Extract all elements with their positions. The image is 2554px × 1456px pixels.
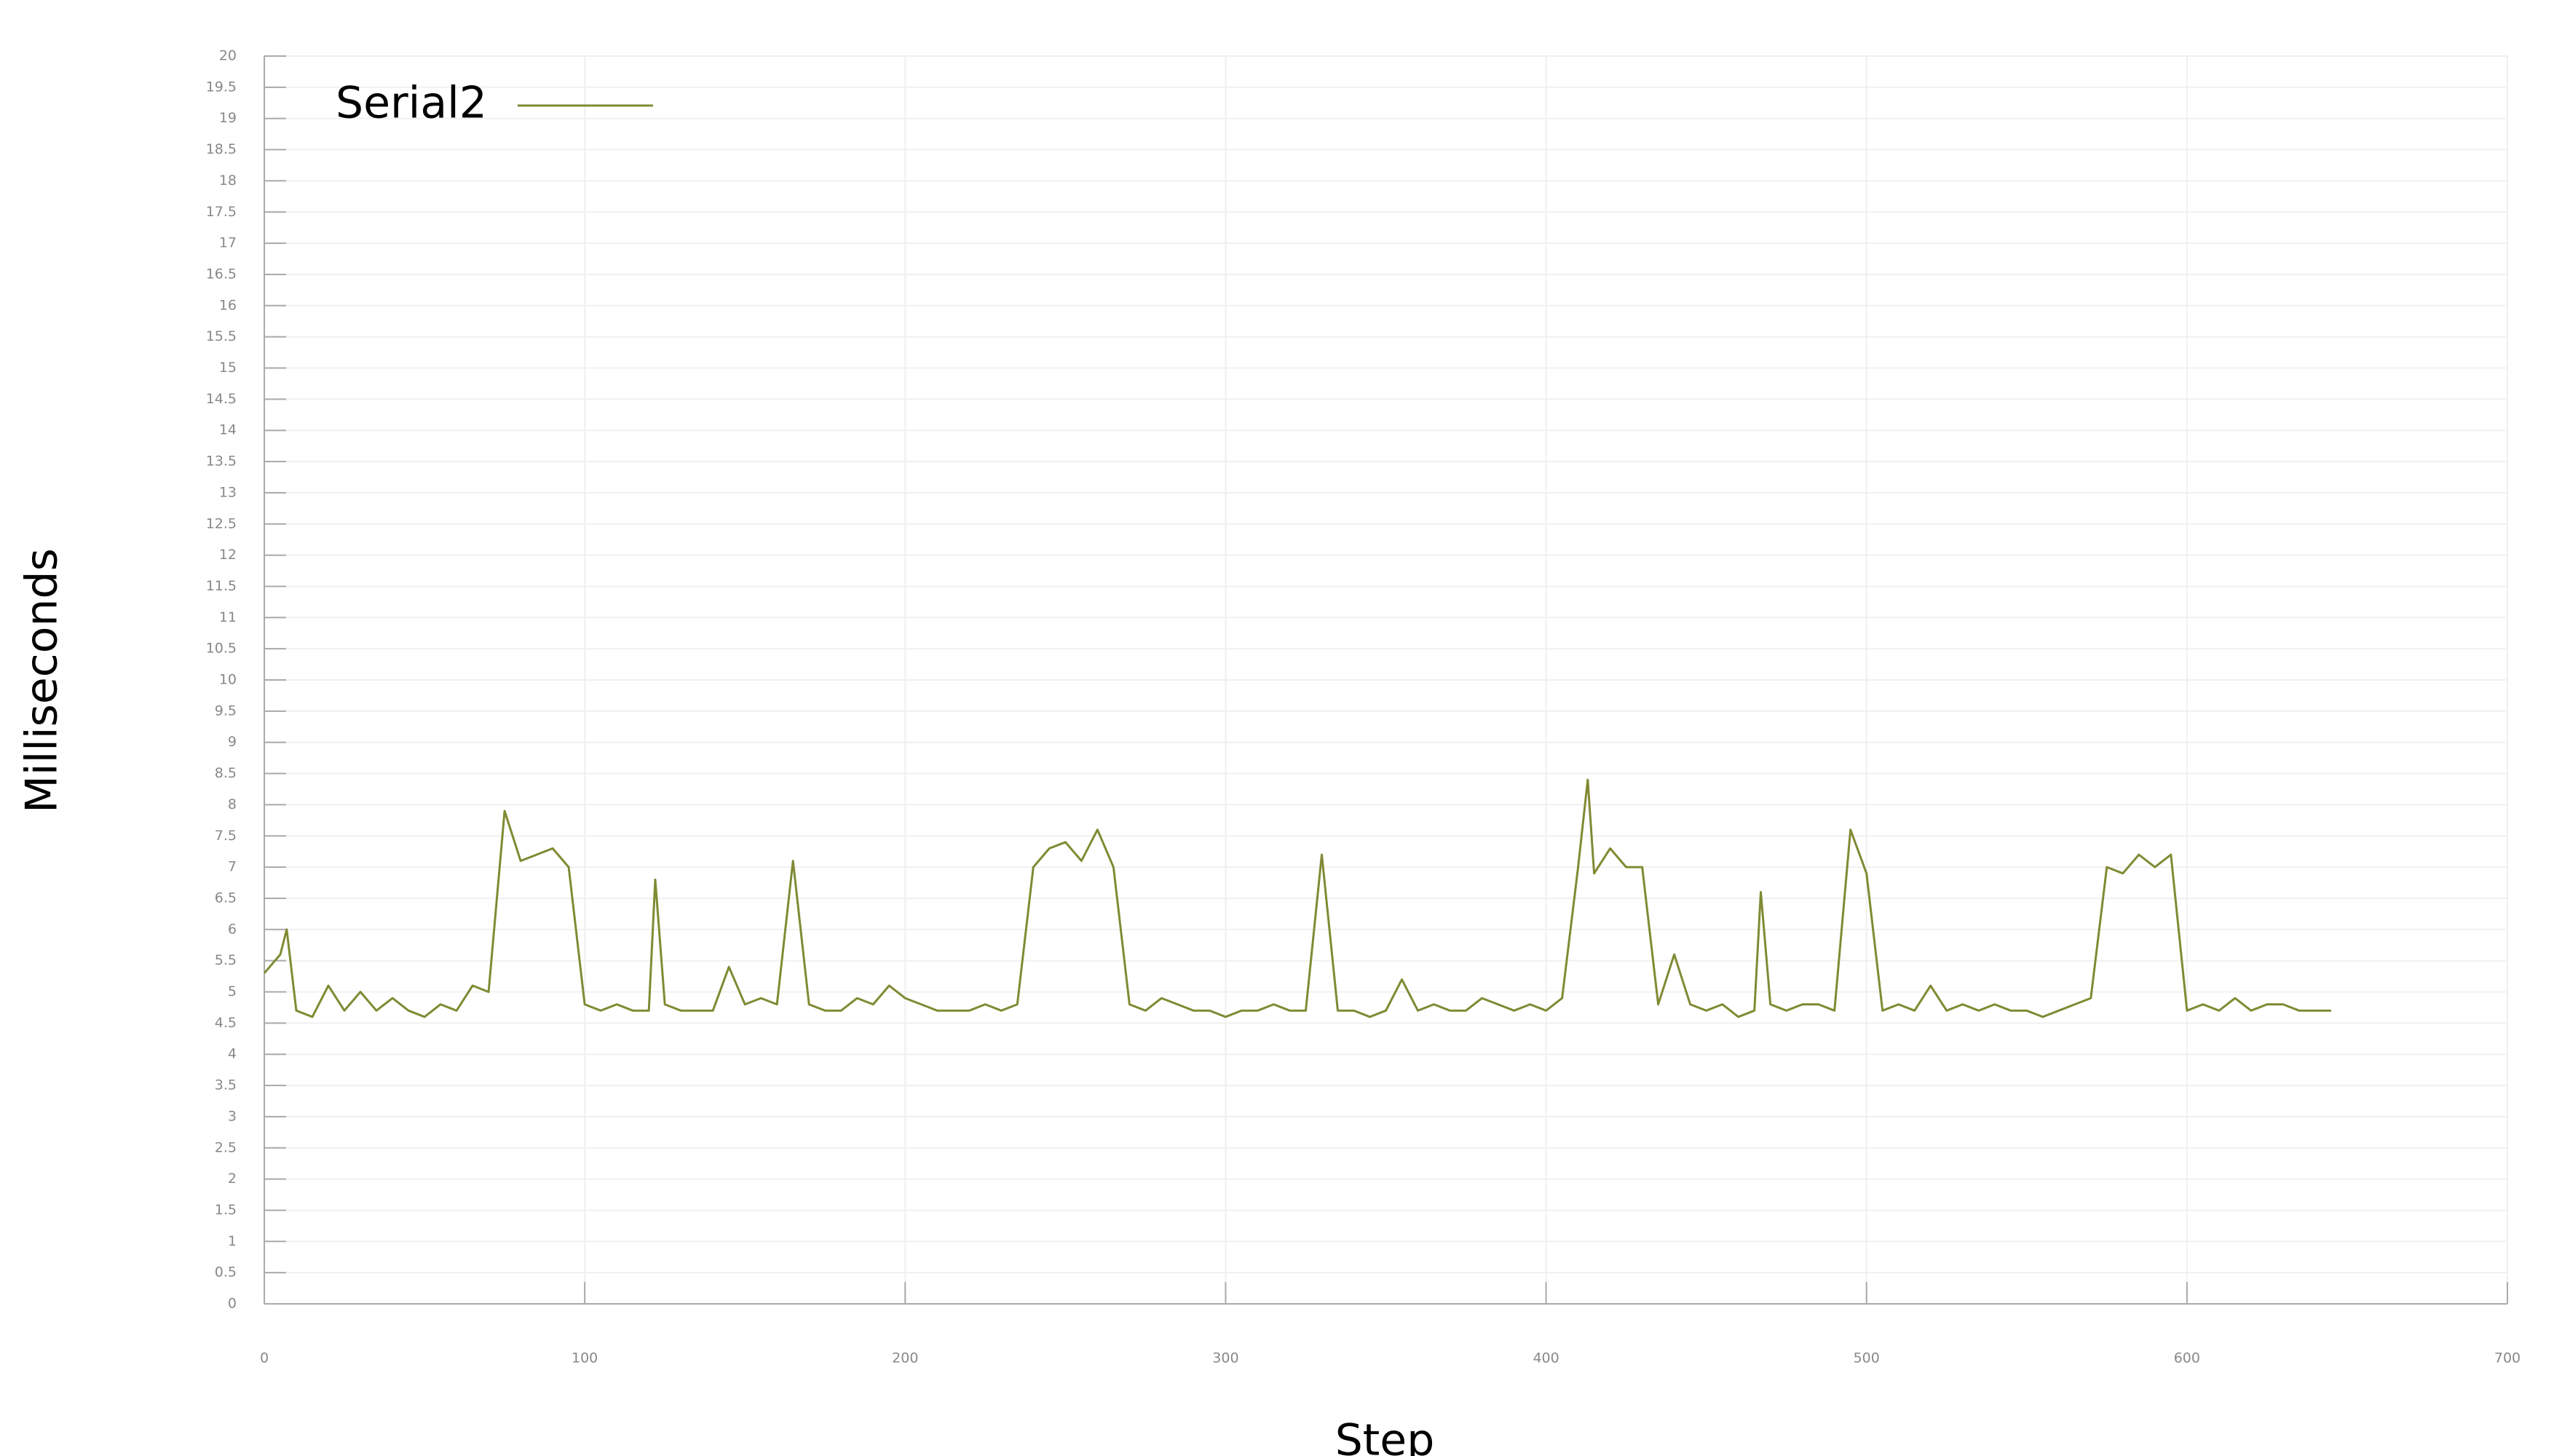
y-tick-label: 10.5 — [206, 641, 237, 657]
y-tick-label: 0 — [228, 1296, 237, 1312]
y-tick-label: 12 — [219, 547, 237, 563]
y-tick-label: 3.5 — [215, 1077, 237, 1093]
y-tick-label: 18.5 — [206, 141, 237, 157]
y-tick-label: 7 — [228, 859, 237, 875]
y-tick-label: 4 — [228, 1046, 237, 1062]
y-tick-label: 14.5 — [206, 391, 237, 407]
x-axis-title: Step — [1335, 1415, 1435, 1456]
y-tick-label: 14 — [219, 422, 237, 438]
y-tick-label: 2 — [228, 1171, 237, 1187]
y-tick-label: 6 — [228, 921, 237, 937]
y-tick-label: 15.5 — [206, 328, 237, 344]
y-tick-label: 1 — [228, 1233, 237, 1249]
y-tick-label: 13 — [219, 484, 237, 500]
y-tick-label: 5.5 — [215, 952, 237, 968]
y-tick-label: 2.5 — [215, 1139, 237, 1155]
y-tick-label: 4.5 — [215, 1015, 237, 1031]
x-tick-label: 400 — [1533, 1350, 1559, 1366]
legend-label: Serial2 — [336, 78, 487, 129]
y-tick-label: 5 — [228, 984, 237, 1000]
y-tick-label: 17 — [219, 235, 237, 251]
y-tick-label: 10 — [219, 672, 237, 688]
y-tick-label: 0.5 — [215, 1265, 237, 1281]
y-tick-label: 12.5 — [206, 515, 237, 531]
line — [263, 778, 2331, 1018]
x-tick-label: 0 — [260, 1350, 269, 1366]
y-tick-label: 7.5 — [215, 828, 237, 844]
y-tick-label: 9 — [228, 734, 237, 750]
x-tick-label: 600 — [2174, 1350, 2200, 1366]
x-tick-label: 500 — [1854, 1350, 1880, 1366]
y-tick-label: 9.5 — [215, 703, 237, 719]
y-tick-label: 1.5 — [215, 1202, 237, 1218]
y-tick-label: 8.5 — [215, 765, 237, 781]
x-tick-label: 200 — [892, 1350, 918, 1366]
y-tick-label: 18 — [219, 173, 237, 189]
y-tick-label: 16.5 — [206, 266, 237, 282]
x-tick-label: 100 — [572, 1350, 598, 1366]
x-tick-label: 300 — [1212, 1350, 1238, 1366]
y-tick-label: 19 — [219, 110, 237, 126]
y-tick-label: 3 — [228, 1108, 237, 1124]
x-tick-label: 700 — [2494, 1350, 2521, 1366]
y-tick-label: 17.5 — [206, 204, 237, 220]
y-tick-label: 20 — [219, 48, 237, 64]
y-tick-label: 15 — [219, 360, 237, 376]
y-tick-label: 19.5 — [206, 79, 237, 95]
y-tick-label: 16 — [219, 297, 237, 313]
y-tick-label: 11.5 — [206, 578, 237, 594]
y-tick-label: 13.5 — [206, 454, 237, 470]
y-tick-label: 11 — [219, 609, 237, 625]
y-tick-label: 6.5 — [215, 890, 237, 906]
y-axis-title: Milliseconds — [17, 548, 68, 813]
y-tick-label: 8 — [228, 796, 237, 812]
